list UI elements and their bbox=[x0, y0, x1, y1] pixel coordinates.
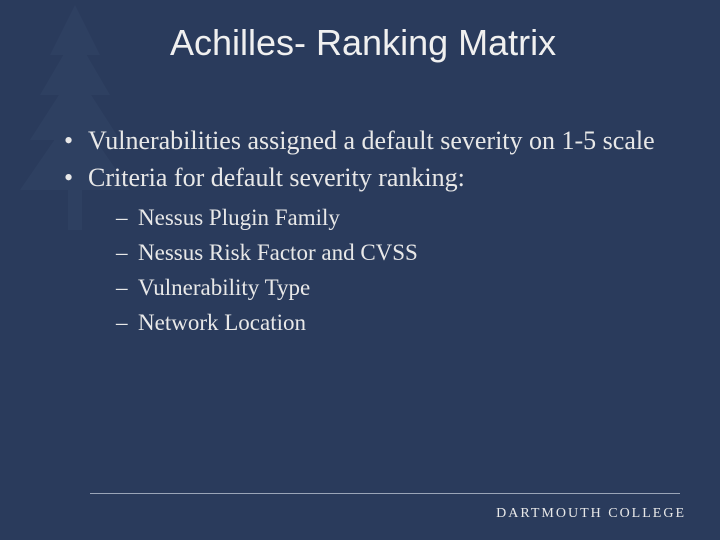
sub-bullet-item: – Network Location bbox=[116, 307, 670, 338]
bullet-marker: • bbox=[60, 125, 88, 158]
dash-marker: – bbox=[116, 202, 138, 233]
bullet-text: Criteria for default severity ranking: bbox=[88, 162, 670, 195]
bullet-marker: • bbox=[60, 162, 88, 195]
sub-bullet-text: Network Location bbox=[138, 307, 670, 338]
dash-marker: – bbox=[116, 307, 138, 338]
sub-bullet-text: Nessus Risk Factor and CVSS bbox=[138, 237, 670, 268]
sub-bullet-item: – Vulnerability Type bbox=[116, 272, 670, 303]
dash-marker: – bbox=[116, 272, 138, 303]
sub-bullet-text: Vulnerability Type bbox=[138, 272, 670, 303]
sub-bullet-item: – Nessus Risk Factor and CVSS bbox=[116, 237, 670, 268]
sub-bullet-list: – Nessus Plugin Family – Nessus Risk Fac… bbox=[116, 202, 670, 338]
slide: Achilles- Ranking Matrix • Vulnerabiliti… bbox=[0, 0, 720, 540]
bullet-item: • Criteria for default severity ranking: bbox=[60, 162, 670, 195]
sub-bullet-item: – Nessus Plugin Family bbox=[116, 202, 670, 233]
slide-title: Achilles- Ranking Matrix bbox=[170, 22, 690, 64]
bullet-item: • Vulnerabilities assigned a default sev… bbox=[60, 125, 670, 158]
slide-content: • Vulnerabilities assigned a default sev… bbox=[60, 125, 670, 342]
bullet-text: Vulnerabilities assigned a default sever… bbox=[88, 125, 670, 158]
footer-divider bbox=[90, 493, 680, 494]
dash-marker: – bbox=[116, 237, 138, 268]
sub-bullet-text: Nessus Plugin Family bbox=[138, 202, 670, 233]
footer-logo-text: DARTMOUTH COLLEGE bbox=[496, 506, 686, 522]
